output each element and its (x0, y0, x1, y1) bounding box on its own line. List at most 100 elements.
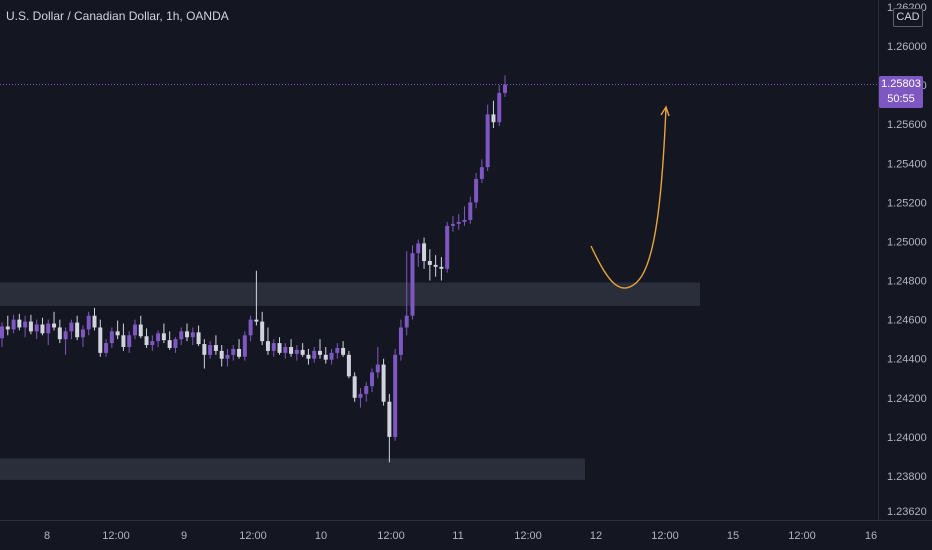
candle-body (121, 335, 126, 347)
candle-body (80, 329, 85, 338)
candle-body (40, 324, 45, 334)
candle-body (185, 331, 190, 338)
candle-body (167, 340, 172, 348)
candle-body (5, 326, 10, 330)
candle (346, 350, 351, 379)
last-price-value: 1.25803 (881, 78, 921, 90)
candle (427, 249, 432, 281)
candle (69, 319, 74, 340)
time-tick-label: 9 (181, 530, 187, 542)
candle-body (225, 354, 230, 359)
candle (132, 319, 137, 340)
candle (271, 339, 276, 357)
price-tick-label: 1.24600 (887, 315, 927, 327)
candle-body (497, 92, 502, 123)
candle-body (138, 324, 143, 337)
bar-countdown: 50:55 (887, 93, 915, 105)
candle-body (213, 345, 218, 351)
candle (300, 343, 305, 357)
candle-body (491, 114, 496, 123)
candle-body (69, 322, 74, 332)
candle-body (439, 266, 444, 269)
candle (28, 314, 33, 335)
candle (404, 251, 409, 336)
candle-body (75, 322, 80, 338)
candle (0, 322, 4, 347)
candle-body (179, 331, 184, 340)
candle-body (317, 350, 322, 355)
price-tick-label: 1.23800 (887, 471, 927, 483)
candle (161, 323, 166, 344)
candle (433, 255, 438, 277)
candle (57, 319, 62, 344)
candle (23, 315, 28, 338)
candle (92, 307, 97, 331)
candle-body (306, 354, 311, 359)
candle (503, 75, 507, 97)
candle-body (52, 323, 57, 328)
candle-body (375, 364, 380, 373)
candle (497, 85, 502, 127)
candle-body (485, 114, 490, 168)
candle (254, 270, 259, 326)
candle-body (231, 348, 236, 355)
price-tick-label: 1.24000 (887, 432, 927, 444)
candle-body (393, 354, 398, 437)
candle-body (161, 333, 166, 341)
candle (46, 319, 51, 346)
candle-body (23, 321, 28, 328)
candle-body (254, 319, 259, 322)
candle-body (323, 354, 328, 360)
candle (63, 327, 68, 355)
candle-body (462, 219, 467, 222)
candle (375, 347, 380, 379)
candle-body (173, 339, 178, 348)
candle (34, 319, 39, 340)
price-tick-label: 1.23620 (887, 506, 927, 518)
candle (75, 315, 80, 341)
candle (462, 206, 467, 226)
candle-body (132, 324, 137, 336)
candle (294, 345, 299, 361)
candle (422, 237, 427, 269)
price-tick-label: 1.24200 (887, 393, 927, 405)
candle-body (92, 315, 97, 328)
candle-body (248, 319, 253, 336)
candle (242, 331, 247, 361)
candle-body (57, 327, 62, 340)
candle-body (370, 372, 375, 387)
candle (156, 330, 161, 347)
time-axis[interactable]: 8 12:00 9 12:00 10 12:00 11 12:00 12 12:00 15 12:00… (44, 530, 877, 542)
candle (11, 314, 16, 334)
candle (40, 317, 45, 336)
candle (329, 348, 334, 365)
projection-arrow-head (660, 105, 670, 117)
candle (317, 339, 322, 359)
candle (260, 311, 265, 346)
zones-layer (0, 282, 700, 480)
candle (410, 245, 415, 320)
candle-body (416, 243, 421, 254)
candle-body (196, 332, 201, 345)
candle-body (104, 343, 109, 353)
candle-body (294, 349, 299, 354)
price-tick-label: 1.24800 (887, 276, 927, 288)
candle (491, 100, 496, 129)
candle (387, 393, 392, 463)
price-tick-label: 1.24400 (887, 354, 927, 366)
currency-badge[interactable]: CAD (893, 8, 923, 27)
candle-body (17, 319, 22, 328)
candle-body (427, 261, 432, 265)
time-tick-label: 12 (590, 530, 602, 542)
candle (213, 335, 218, 355)
candle-body (34, 324, 39, 332)
candle-body (63, 331, 68, 340)
candle (323, 347, 328, 364)
candle-body (109, 331, 114, 344)
candle (468, 196, 473, 224)
price-tick-label: 1.25600 (887, 119, 927, 131)
zone-resistance-turned-support (0, 282, 700, 306)
candle (485, 104, 490, 172)
